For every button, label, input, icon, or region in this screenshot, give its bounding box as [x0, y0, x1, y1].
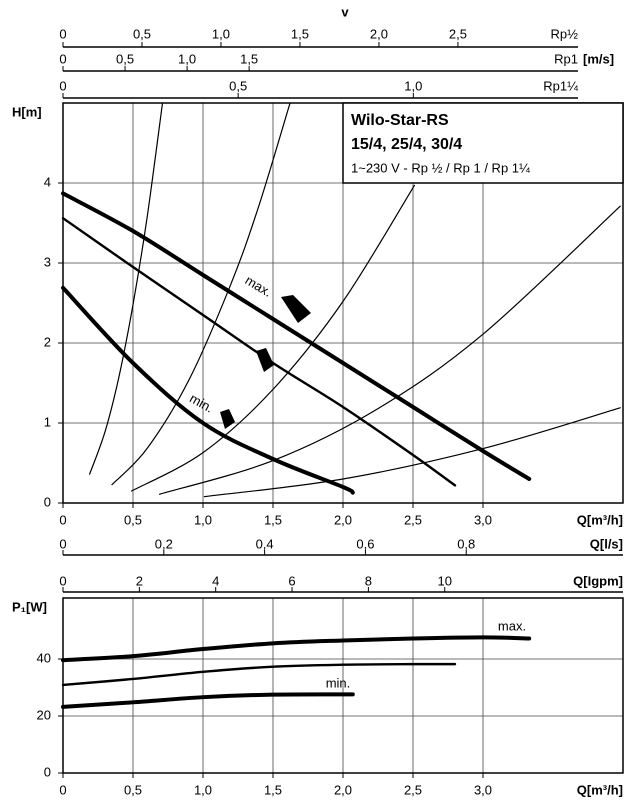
tick-label: 10: [437, 573, 451, 588]
tick-label: 2: [136, 573, 143, 588]
x-tick-label: 3,0: [474, 512, 492, 527]
series-line: [131, 184, 415, 492]
tick-label: 1,0: [178, 51, 196, 66]
series-line: [203, 407, 621, 498]
y-tick-label: 3: [44, 254, 51, 269]
axis-label: Rp1¼: [543, 78, 578, 93]
tick-label: 8: [365, 573, 372, 588]
marker: [220, 409, 235, 429]
axis-label: Rp½: [551, 26, 579, 41]
x-tick-label: 3,0: [474, 782, 492, 797]
x-tick-label: 1,5: [264, 782, 282, 797]
series-line: [159, 205, 621, 495]
tick-label: 0: [59, 51, 66, 66]
tick-label: 1,0: [212, 26, 230, 41]
info-text: 15/4, 25/4, 30/4: [351, 136, 462, 153]
series-label: max.: [243, 272, 275, 299]
tick-label: 0,5: [133, 26, 151, 41]
tick-label: 0,8: [457, 536, 475, 551]
series-label: min.: [326, 675, 351, 690]
info-text: Wilo-Star-RS: [351, 112, 449, 129]
tick-label: 0,5: [229, 78, 247, 93]
tick-label: 6: [288, 573, 295, 588]
x-axis-label: Q[m³/h]: [577, 782, 623, 797]
y-axis-label: H[m]: [12, 104, 42, 119]
x-tick-label: 1,0: [194, 512, 212, 527]
tick-label: 0,5: [116, 51, 134, 66]
series-line: [61, 692, 355, 709]
series-label: min.: [187, 391, 216, 416]
x-tick-label: 2,0: [334, 782, 352, 797]
tick-label: 0: [59, 26, 66, 41]
series-label: max.: [498, 618, 526, 633]
x-tick-label: 0,5: [124, 782, 142, 797]
axis-label: Rp1: [554, 51, 578, 66]
y-tick-label: 40: [37, 650, 51, 665]
y-tick-label: 4: [44, 174, 51, 189]
tick-label: 0,2: [155, 536, 173, 551]
tick-label: 1,5: [240, 51, 258, 66]
series-line: [61, 191, 532, 481]
axis-unit: [m/s]: [583, 51, 614, 66]
tick-label: 2,5: [449, 26, 467, 41]
x-tick-label: 1,0: [194, 782, 212, 797]
y-tick-label: 20: [37, 707, 51, 722]
axis-title: v: [341, 4, 349, 19]
tick-label: 0: [59, 536, 66, 551]
tick-label: 0,6: [356, 536, 374, 551]
x-tick-label: 0: [59, 512, 66, 527]
y-tick-label: 2: [44, 334, 51, 349]
x-tick-label: 0,5: [124, 512, 142, 527]
y-tick-label: 1: [44, 414, 51, 429]
tick-label: 2,0: [370, 26, 388, 41]
tick-label: 1,5: [291, 26, 309, 41]
info-box: [342, 102, 624, 184]
info-text: 1~230 V - Rp ½ / Rp 1 / Rp 1¼: [351, 160, 530, 175]
y-tick-label: 0: [44, 764, 51, 779]
tick-label: 1,0: [404, 78, 422, 93]
axis-label: Q[l/s]: [590, 536, 623, 551]
series-line: [111, 103, 291, 486]
x-tick-label: 2,5: [404, 512, 422, 527]
marker: [256, 348, 274, 372]
tick-label: 0,4: [256, 536, 274, 551]
axis-label: Q[Igpm]: [573, 573, 623, 588]
tick-label: 0: [59, 573, 66, 588]
series-line: [61, 635, 532, 663]
series-line: [61, 285, 355, 495]
x-tick-label: 2,5: [404, 782, 422, 797]
y-axis-label: P₁[W]: [12, 599, 47, 614]
y-tick-label: 0: [44, 494, 51, 509]
x-tick-label: 1,5: [264, 512, 282, 527]
tick-label: 0: [59, 78, 66, 93]
x-axis-label: Q[m³/h]: [577, 512, 623, 527]
x-tick-label: 0: [59, 782, 66, 797]
x-tick-label: 2,0: [334, 512, 352, 527]
marker: [281, 295, 311, 323]
tick-label: 4: [212, 573, 219, 588]
series-line: [89, 103, 163, 475]
series-line: [61, 662, 457, 687]
